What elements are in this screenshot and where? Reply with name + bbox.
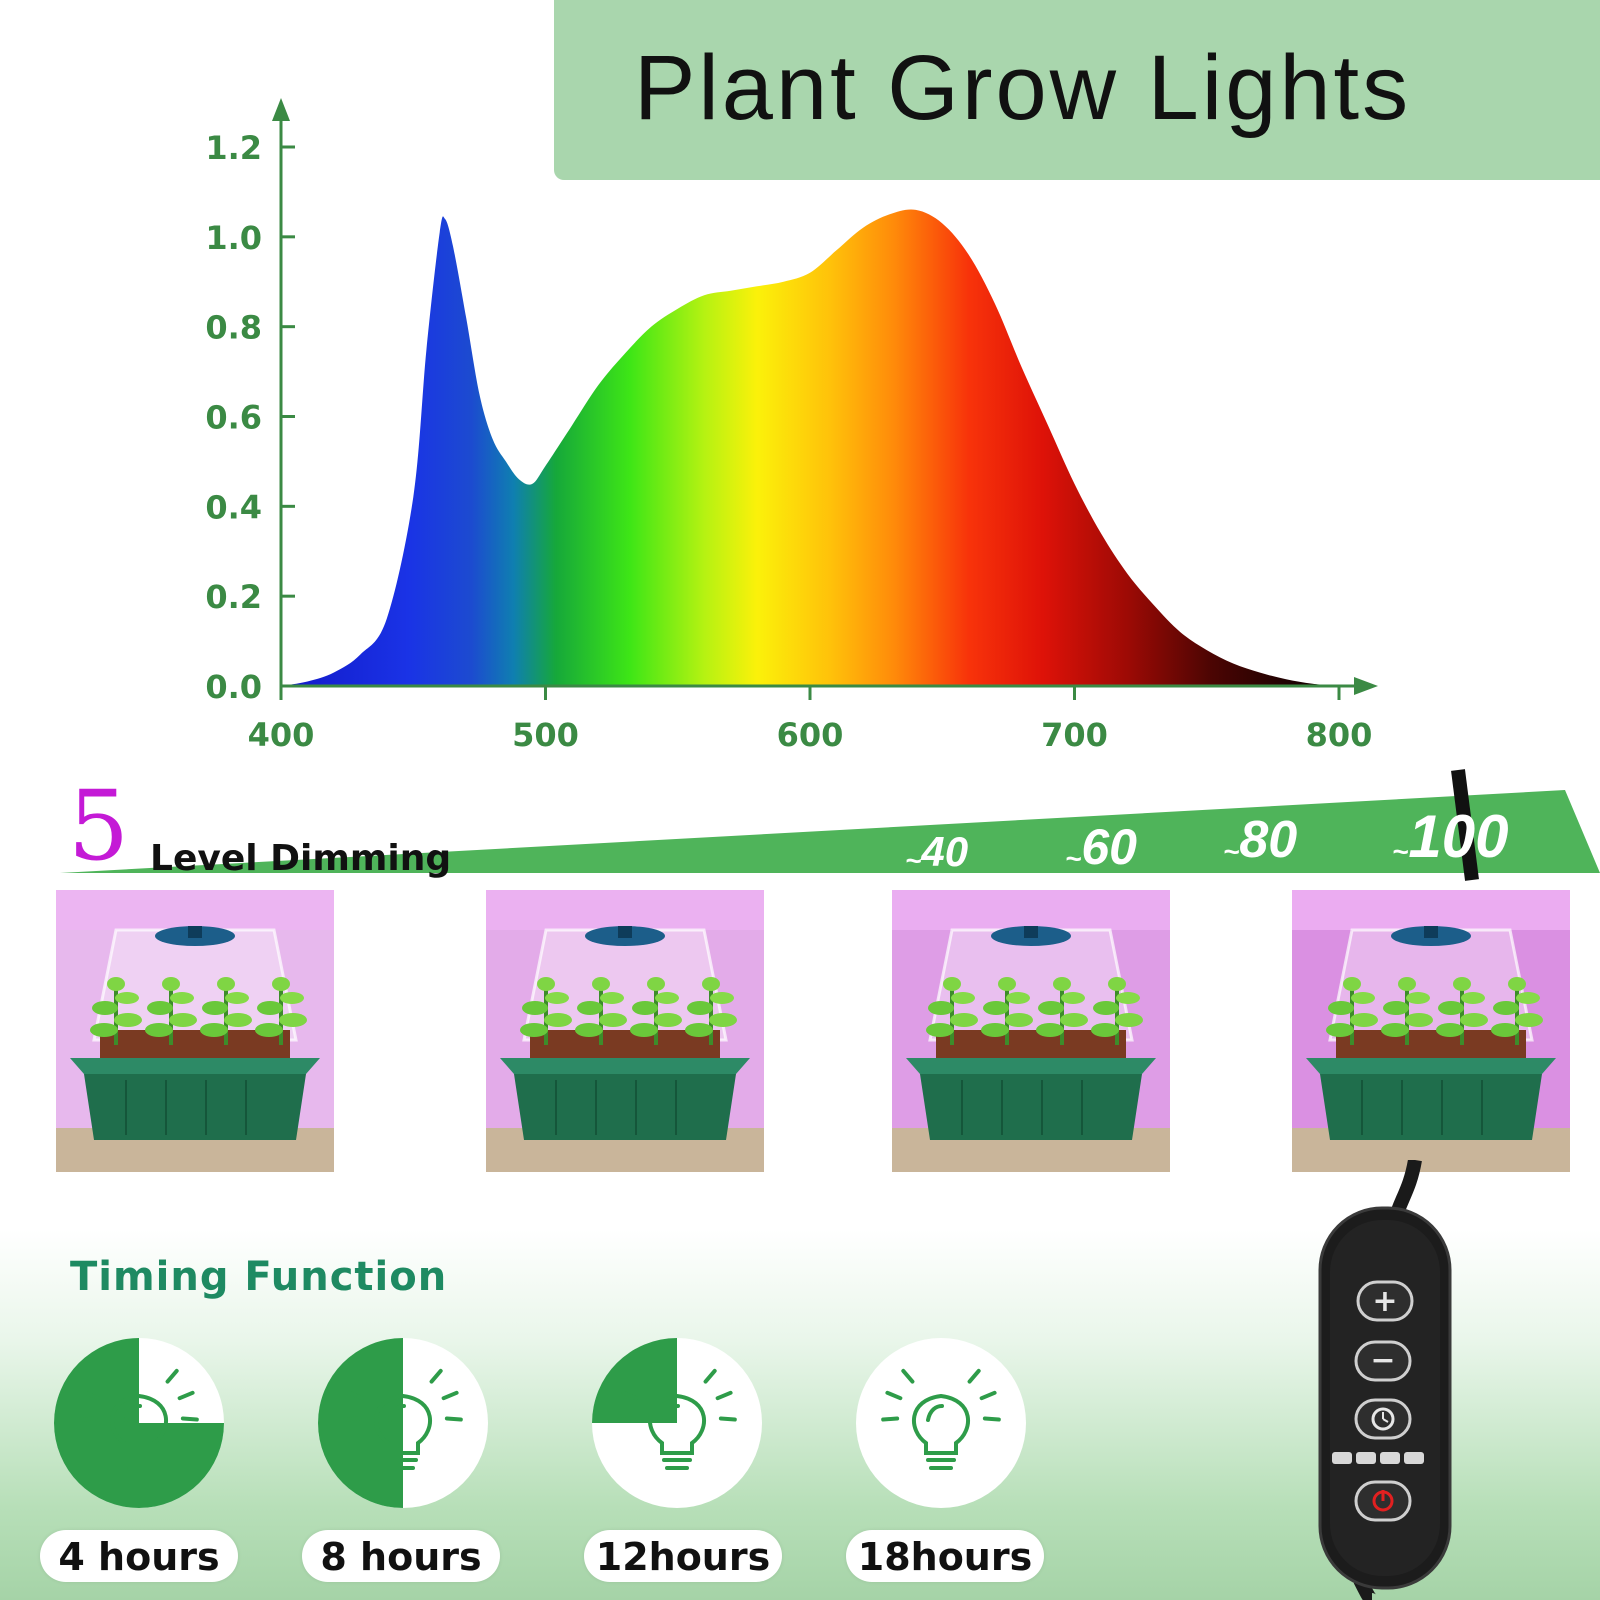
seedling-icon bbox=[1381, 977, 1433, 1045]
timer-icon bbox=[1371, 1407, 1395, 1431]
seedling-icon bbox=[200, 977, 252, 1045]
dimming-level-tilde: ~ bbox=[1223, 836, 1240, 867]
dimming-level-value: 40 bbox=[921, 828, 969, 875]
seedling-icon bbox=[981, 977, 1033, 1045]
x-axis-arrow bbox=[1354, 677, 1378, 695]
dimming-level-value: 80 bbox=[1239, 811, 1298, 869]
x-tick-label: 800 bbox=[1306, 716, 1373, 754]
y-tick-label: 0.4 bbox=[205, 488, 262, 526]
seedling-icon bbox=[520, 977, 572, 1045]
y-tick-label: 0.6 bbox=[205, 399, 262, 437]
y-tick-label: 0.8 bbox=[205, 309, 262, 347]
dimming-level-tilde: ~ bbox=[905, 845, 922, 876]
timer-label: 8 hours bbox=[302, 1530, 500, 1582]
dimming-level-80: ~80 bbox=[1223, 810, 1297, 870]
power-button[interactable] bbox=[1354, 1480, 1412, 1522]
dimming-level-value: 60 bbox=[1081, 819, 1137, 875]
seedling-icon bbox=[145, 977, 197, 1045]
spectrum-chart: 400 500 600 700 800 0.0 0.2 0.4 0.6 0.8 1.0 1.2 bbox=[205, 98, 1378, 754]
seedling-tray-photo bbox=[892, 890, 1170, 1172]
y-tick-label: 0.2 bbox=[205, 578, 262, 616]
minus-button[interactable]: − bbox=[1354, 1340, 1412, 1382]
y-tick-label: 1.0 bbox=[205, 219, 262, 257]
dimming-wedge bbox=[60, 769, 1600, 881]
x-tick-label: 500 bbox=[512, 716, 579, 754]
seedling-icon bbox=[1491, 977, 1543, 1045]
y-tick-label: 1.2 bbox=[205, 129, 262, 167]
page-title: Plant Grow Lights bbox=[634, 37, 1412, 139]
timer-option-4[interactable] bbox=[856, 1338, 1026, 1508]
dimming-level-tilde: ~ bbox=[1392, 836, 1409, 867]
seedling-icon bbox=[685, 977, 737, 1045]
dimming-level-100: ~100 bbox=[1392, 802, 1508, 871]
timer-indicators bbox=[1332, 1452, 1424, 1464]
timer-label: 4 hours bbox=[40, 1530, 238, 1582]
minus-icon: − bbox=[1370, 1343, 1395, 1378]
x-tick-label: 600 bbox=[777, 716, 844, 754]
lamp-cord bbox=[1451, 769, 1479, 881]
y-tick-label: 0.0 bbox=[205, 668, 262, 706]
dimming-level-40: ~40 bbox=[905, 828, 968, 877]
seedling-icon bbox=[575, 977, 627, 1045]
title-banner: Plant Grow Lights bbox=[554, 0, 1600, 180]
timer-option-3[interactable] bbox=[592, 1338, 762, 1508]
dimming-label: Level Dimming bbox=[150, 838, 452, 879]
plus-icon: + bbox=[1372, 1284, 1397, 1319]
timer-label: 12hours bbox=[584, 1530, 782, 1582]
dimming-count: 5 bbox=[68, 770, 130, 882]
seedling-icon bbox=[1036, 977, 1088, 1045]
dimming-level-tilde: ~ bbox=[1065, 843, 1082, 874]
lightbulb-icon bbox=[617, 1368, 737, 1470]
x-tick-label: 400 bbox=[248, 716, 315, 754]
seedling-tray-photo bbox=[56, 890, 334, 1172]
seedling-icon bbox=[255, 977, 307, 1045]
seedling-tray-photo bbox=[1292, 890, 1570, 1172]
lightbulb-icon bbox=[881, 1368, 1001, 1470]
seedling-icon bbox=[1436, 977, 1488, 1045]
spectrum-area bbox=[281, 209, 1339, 686]
seedling-icon bbox=[1326, 977, 1378, 1045]
timer-option-2[interactable] bbox=[318, 1338, 488, 1508]
dimming-level-60: ~60 bbox=[1065, 818, 1137, 876]
timer-option-1[interactable] bbox=[54, 1338, 224, 1508]
seedling-icon bbox=[90, 977, 142, 1045]
dimming-wedge-shape bbox=[60, 790, 1600, 873]
lightbulb-icon bbox=[79, 1368, 199, 1470]
timing-title: Timing Function bbox=[70, 1254, 448, 1300]
dimmer-controller: + − bbox=[1318, 1160, 1452, 1600]
timer-label: 18hours bbox=[846, 1530, 1044, 1582]
dimming-level-value: 100 bbox=[1408, 803, 1509, 870]
y-axis-arrow bbox=[272, 98, 290, 121]
seedling-tray-photo bbox=[486, 890, 764, 1172]
seedling-icon bbox=[630, 977, 682, 1045]
timer-button[interactable] bbox=[1354, 1398, 1412, 1440]
seedling-icon bbox=[1091, 977, 1143, 1045]
x-tick-label: 700 bbox=[1041, 716, 1108, 754]
seedling-icon bbox=[926, 977, 978, 1045]
lightbulb-icon bbox=[343, 1368, 463, 1470]
plus-button[interactable]: + bbox=[1356, 1280, 1414, 1322]
